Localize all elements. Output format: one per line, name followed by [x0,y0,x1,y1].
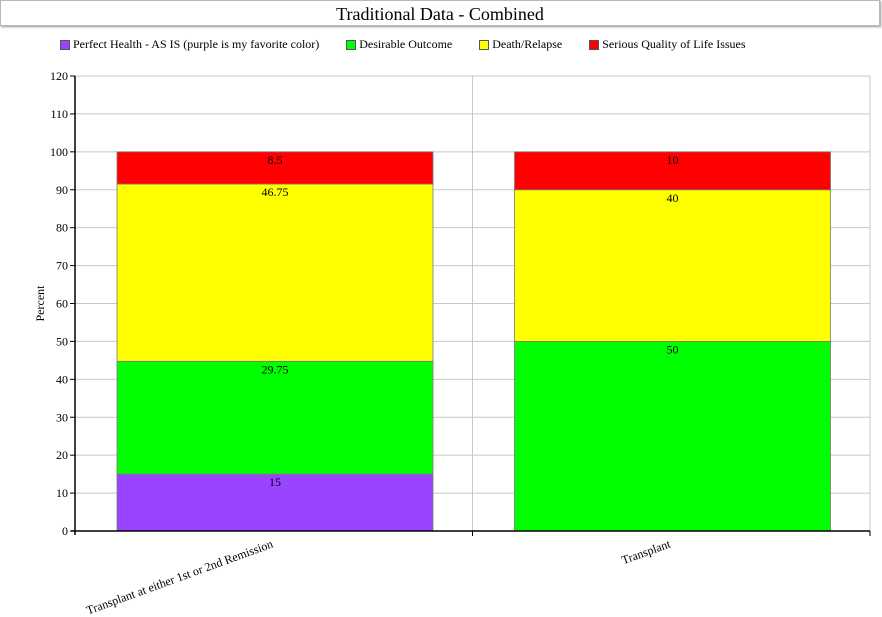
y-tick-label: 90 [56,183,68,197]
legend-item-serious-quality: Serious Quality of Life Issues [589,37,746,52]
legend-swatch [589,39,600,50]
y-axis-label: Percent [33,285,47,322]
y-tick-label: 40 [56,372,68,386]
legend-label: Death/Relapse [492,37,563,51]
y-tick-label: 120 [50,69,68,83]
data-label: 8.5 [268,153,283,167]
bar-segment [116,183,434,362]
y-tick-label: 60 [56,297,68,311]
legend-item-perfect-health: Perfect Health - AS IS (purple is my fav… [60,37,319,52]
data-label: 10 [667,153,679,167]
legend: Perfect Health - AS IS (purple is my fav… [60,37,773,52]
legend-swatch [346,39,357,50]
y-tick-label: 80 [56,221,68,235]
data-label: 40 [667,191,679,205]
bar-segment [514,151,831,191]
data-label: 50 [667,342,679,356]
legend-label: Perfect Health - AS IS (purple is my fav… [73,37,320,51]
data-label: 15 [269,475,281,489]
bar-segment [116,473,434,532]
x-tick-label: Transplant [620,536,673,567]
bar-segment [116,151,434,185]
legend-swatch [479,39,490,50]
data-label: 29.75 [262,362,289,376]
legend-swatch [60,39,70,50]
legend-label: Desirable Outcome [359,37,453,51]
bar-segment [514,189,831,342]
chart-title: Traditional Data - Combined [336,4,544,24]
y-tick-label: 50 [56,334,68,348]
y-tick-label: 70 [56,259,68,273]
y-tick-label: 30 [56,410,68,424]
chart-title-bar: Traditional Data - Combined [0,0,880,26]
y-tick-label: 100 [50,145,68,159]
legend-label: Serious Quality of Life Issues [602,37,746,51]
y-tick-label: 110 [50,107,68,121]
y-tick-label: 0 [62,524,68,538]
data-label: 46.75 [262,185,289,199]
x-tick-label: Transplant at either 1st or 2nd Remissio… [84,537,274,617]
legend-item-death-relapse: Death/Relapse [479,37,562,52]
bar-segment [514,341,831,532]
bar-segment [116,360,434,475]
y-tick-label: 10 [56,486,68,500]
legend-item-desirable-outcome: Desirable Outcome [346,37,452,52]
y-tick-label: 20 [56,448,68,462]
